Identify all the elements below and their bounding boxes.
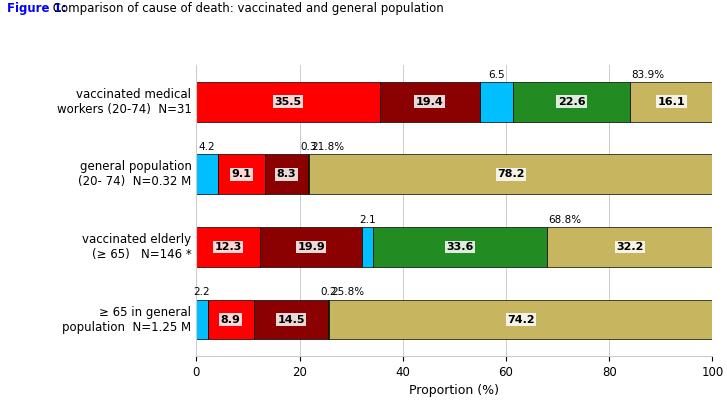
Bar — [630, 82, 713, 122]
Text: 8.3: 8.3 — [276, 169, 296, 179]
Text: Figure 1:: Figure 1: — [7, 2, 67, 15]
Bar — [254, 299, 329, 339]
Text: 0.2: 0.2 — [321, 288, 337, 297]
Bar — [196, 227, 260, 267]
Bar — [363, 227, 374, 267]
Text: 83.9%: 83.9% — [632, 70, 664, 80]
X-axis label: Proportion (%): Proportion (%) — [409, 384, 499, 397]
Text: 21.8%: 21.8% — [311, 142, 344, 152]
Bar — [513, 82, 630, 122]
Text: 9.1: 9.1 — [231, 169, 252, 179]
Bar — [547, 227, 713, 267]
Text: Comparison of cause of death: vaccinated and general population: Comparison of cause of death: vaccinated… — [49, 2, 444, 15]
Bar — [260, 227, 363, 267]
Text: 8.9: 8.9 — [221, 315, 241, 324]
Bar — [309, 154, 713, 194]
Text: 19.4: 19.4 — [416, 97, 443, 107]
Text: 22.6: 22.6 — [558, 97, 585, 107]
Bar — [480, 82, 513, 122]
Text: 0.3: 0.3 — [300, 142, 317, 152]
Text: 2.2: 2.2 — [193, 288, 210, 297]
Text: 12.3: 12.3 — [214, 242, 241, 252]
Text: 4.2: 4.2 — [198, 142, 215, 152]
Bar — [374, 227, 547, 267]
Text: 32.2: 32.2 — [616, 242, 643, 252]
Text: 35.5: 35.5 — [274, 97, 302, 107]
Text: 33.6: 33.6 — [446, 242, 474, 252]
Bar — [329, 299, 712, 339]
Text: 78.2: 78.2 — [497, 169, 525, 179]
Bar — [196, 299, 208, 339]
Text: 19.9: 19.9 — [297, 242, 325, 252]
Bar — [265, 154, 308, 194]
Bar — [196, 154, 218, 194]
Bar — [196, 82, 379, 122]
Bar — [218, 154, 265, 194]
Text: 74.2: 74.2 — [507, 315, 535, 324]
Bar — [208, 299, 254, 339]
Bar — [379, 82, 480, 122]
Bar — [308, 154, 309, 194]
Text: 16.1: 16.1 — [658, 97, 686, 107]
Text: 25.8%: 25.8% — [331, 288, 364, 297]
Text: 68.8%: 68.8% — [548, 215, 582, 225]
Text: 14.5: 14.5 — [277, 315, 305, 324]
Text: 6.5: 6.5 — [488, 70, 505, 80]
Text: 2.1: 2.1 — [360, 215, 377, 225]
